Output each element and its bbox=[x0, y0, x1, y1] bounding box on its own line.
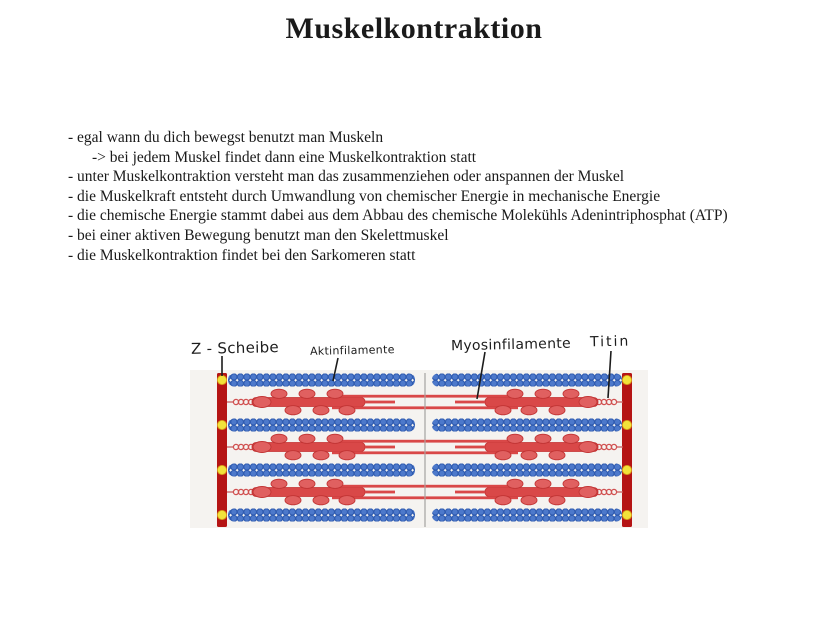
pointer-myosinfilamente bbox=[476, 351, 486, 400]
note-line: - unter Muskelkontraktion versteht man d… bbox=[68, 168, 625, 186]
page-title: Muskelkontraktion bbox=[285, 12, 543, 45]
pointer-titin bbox=[607, 350, 612, 399]
notes-list: - egal wann du dich bewegst benutzt man … bbox=[68, 128, 813, 265]
note-line: - bei einer aktiven Bewegung benutzt man… bbox=[68, 226, 449, 244]
z-disc-right bbox=[622, 373, 632, 527]
sarcomere-diagram bbox=[185, 335, 650, 535]
z-disc-left bbox=[217, 373, 227, 527]
sarcomere-svg bbox=[190, 350, 648, 528]
pointer-aktinfilamente bbox=[332, 357, 339, 382]
note-line: - egal wann du dich bewegst benutzt man … bbox=[68, 129, 384, 146]
note-line: - die chemische Energie stammt dabei aus… bbox=[68, 207, 728, 225]
note-line: - die Muskelkontraktion findet bei den S… bbox=[68, 246, 416, 264]
note-line: -> bei jedem Muskel findet dann eine Mus… bbox=[92, 148, 477, 166]
note-line: - die Muskelkraft entsteht durch Umwandl… bbox=[68, 187, 661, 205]
